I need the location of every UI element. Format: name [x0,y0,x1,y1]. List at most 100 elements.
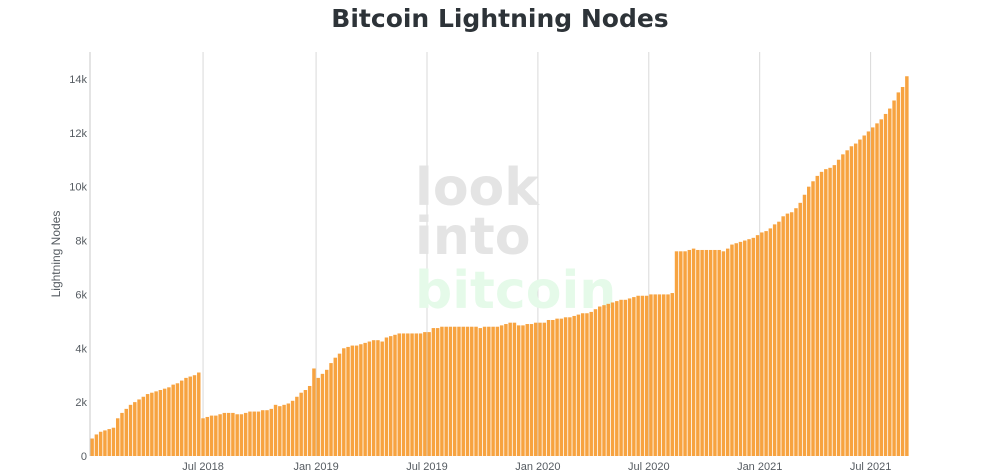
bar-183 [871,127,875,456]
bar-12 [141,396,146,456]
x-tick-label-3: Jan 2020 [515,461,560,473]
bar-28 [209,415,214,456]
bar-60 [346,346,350,456]
bar-136 [670,293,674,456]
bar-164 [789,212,794,456]
bar-25 [197,372,201,456]
bar-131 [649,294,653,456]
bar-189 [896,92,901,457]
bar-111 [563,317,568,456]
bar-39 [256,411,261,456]
bar-72 [397,333,401,456]
bar-118 [593,309,598,456]
bar-168 [807,186,811,457]
bar-33 [231,412,235,456]
bar-112 [568,317,572,456]
bar-153 [743,240,747,456]
x-tick-label-5: Jan 2021 [737,461,782,473]
bar-114 [576,314,581,456]
bar-15 [154,391,158,456]
bar-133 [657,294,662,456]
y-tick-labels: 0 2k 4k 6k 8k 10k 12k 14k [69,74,87,463]
bar-59 [342,348,346,456]
bar-110 [559,318,564,456]
bar-142 [696,249,700,456]
bar-42 [269,408,274,456]
bar-76 [414,333,419,456]
bar-128 [636,295,640,456]
bar-50 [303,390,308,456]
bar-55 [325,369,329,456]
bar-138 [679,251,683,456]
bar-119 [598,306,602,456]
bar-4 [107,429,111,456]
bar-64 [363,342,367,456]
bar-152 [738,241,743,456]
bar-16 [158,390,163,456]
bar-93 [487,326,491,456]
bar-125 [623,299,628,456]
bar-69 [384,337,389,456]
bar-184 [875,123,879,457]
bar-101 [521,325,525,456]
bar-34 [235,414,239,456]
bar-134 [661,294,666,456]
bar-68 [380,341,384,456]
y-tick-label-4: 8k [75,236,87,248]
bar-124 [619,299,623,456]
bar-116 [585,313,589,456]
bar-191 [905,76,909,457]
bar-61 [350,345,355,456]
bar-57 [333,357,338,456]
bar-160 [772,224,777,456]
y-tick-label-0: 0 [81,451,87,463]
bar-86 [457,326,461,456]
bar-178 [849,146,854,456]
bar-5 [111,427,116,456]
bar-180 [858,139,862,456]
bar-43 [273,404,278,456]
bar-66 [371,340,376,456]
bar-120 [602,305,606,456]
bar-1 [94,434,99,456]
bar-176 [841,154,845,456]
bar-49 [299,392,303,456]
bar-106 [542,322,547,456]
bar-141 [691,248,696,456]
bar-35 [239,414,244,456]
bar-88 [465,326,470,456]
watermark-line-3: bitcoin [415,261,616,321]
bar-143 [700,249,704,456]
bar-31 [222,412,227,456]
y-axis-label: Lightning Nodes [49,211,63,298]
bar-97 [504,324,508,456]
bar-132 [653,294,657,456]
bar-63 [359,344,363,456]
bar-17 [162,388,167,456]
bar-139 [683,251,687,456]
bar-174 [832,165,837,456]
bar-117 [589,311,593,456]
bar-19 [171,384,175,456]
bar-94 [491,326,495,456]
bar-105 [538,322,542,456]
bar-108 [551,319,555,456]
bar-40 [261,410,265,456]
bar-182 [866,131,871,456]
x-tick-label-0: Jul 2018 [182,461,224,473]
bar-179 [853,143,858,456]
bar-130 [644,295,649,456]
watermark-line-2: into [415,207,530,267]
bar-115 [580,313,585,456]
bar-92 [482,326,487,456]
bar-172 [824,169,828,456]
bar-144 [704,249,709,456]
y-tick-label-2: 4k [75,343,87,355]
bar-67 [376,340,380,456]
bar-107 [546,319,551,456]
bar-84 [448,326,453,456]
bar-21 [179,380,184,456]
bar-20 [175,383,180,456]
bar-27 [205,416,210,456]
